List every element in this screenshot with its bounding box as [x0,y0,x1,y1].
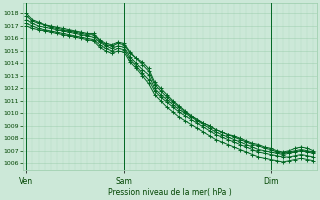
X-axis label: Pression niveau de la mer( hPa ): Pression niveau de la mer( hPa ) [108,188,232,197]
